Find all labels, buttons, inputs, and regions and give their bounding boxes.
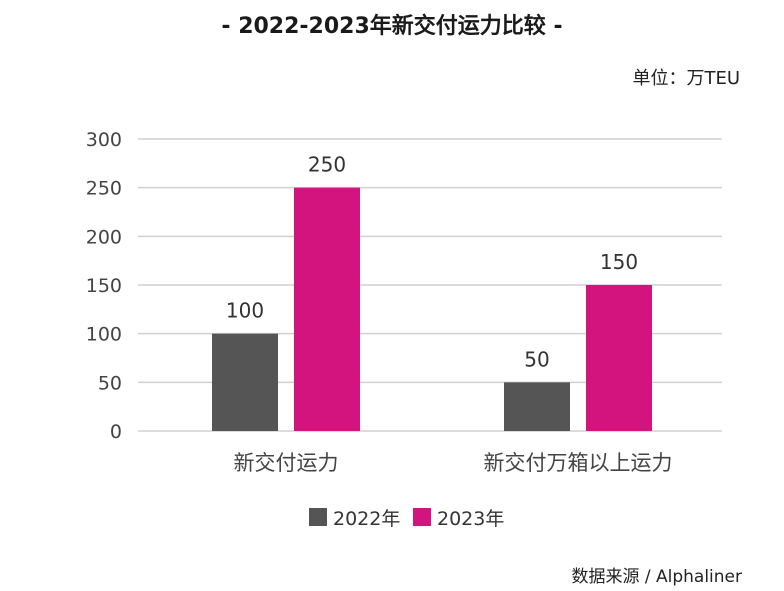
data-label: 250 <box>308 153 346 177</box>
category-label: 新交付运力 <box>234 451 339 475</box>
category-labels: 新交付运力 新交付万箱以上运力 <box>234 451 673 475</box>
data-labels: 100 250 50 150 <box>226 153 638 372</box>
chart-title: - 2022-2023年新交付运力比较 - <box>221 14 563 39</box>
legend-label: 2023年 <box>437 508 504 530</box>
bar-2022年-新交付运力 <box>212 333 278 431</box>
legend-swatch <box>413 508 431 526</box>
bar-2023年-新交付运力 <box>294 187 360 431</box>
bars <box>212 187 652 431</box>
bar-2023年-新交付万箱以上运力 <box>586 285 652 431</box>
y-axis-ticks: 0 50 100 150 200 250 300 <box>86 129 122 443</box>
legend-label: 2022年 <box>333 508 400 530</box>
bar-2022年-新交付万箱以上运力 <box>504 382 570 431</box>
data-label: 100 <box>226 299 264 323</box>
source-label: 数据来源 / Alphaliner <box>571 567 742 587</box>
y-tick-label: 100 <box>86 324 122 346</box>
y-tick-label: 50 <box>98 372 122 394</box>
data-label: 150 <box>600 250 638 274</box>
category-label: 新交付万箱以上运力 <box>484 451 673 475</box>
legend-swatch <box>309 508 327 526</box>
y-tick-label: 200 <box>86 226 122 248</box>
y-tick-label: 0 <box>110 421 122 443</box>
unit-label: 单位：万TEU <box>632 68 740 89</box>
data-label: 50 <box>524 347 549 371</box>
y-tick-label: 150 <box>86 275 122 297</box>
legend: 2022年 2023年 <box>309 508 504 530</box>
y-tick-label: 250 <box>86 178 122 200</box>
y-tick-label: 300 <box>86 129 122 151</box>
